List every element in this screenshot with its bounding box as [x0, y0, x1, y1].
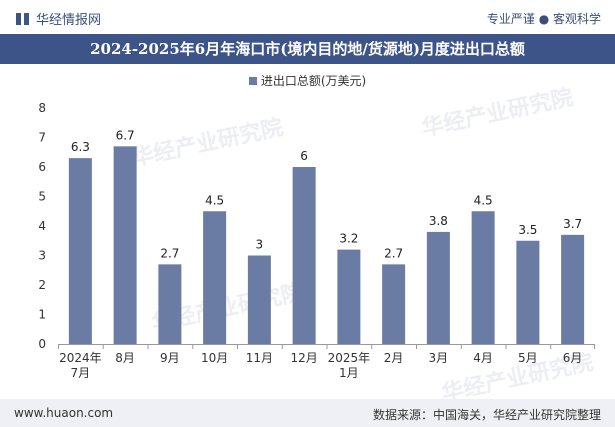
data-label: 4.5: [205, 193, 224, 207]
data-label: 6.7: [116, 128, 135, 142]
y-tick-label: 0: [38, 337, 46, 351]
x-tick-label: 6月: [563, 351, 583, 365]
data-label: 3.2: [339, 232, 358, 246]
top-bar: 华经情报网 专业严谨 ● 客观科学: [0, 0, 615, 34]
legend-label: 进出口总额(万美元): [260, 74, 367, 88]
x-tick-label: 2月: [384, 351, 404, 365]
x-tick-label: 8月: [115, 351, 135, 365]
tagline: 专业严谨 ● 客观科学: [486, 12, 601, 26]
data-label: 6.3: [71, 140, 90, 154]
logo-icon: [16, 12, 29, 25]
bar: [292, 167, 316, 344]
data-label: 6: [300, 149, 308, 163]
title-bar: 2024-2025年6月年海口市(境内目的地/货源地)月度进出口总额: [0, 34, 615, 64]
footer-website[interactable]: www.huaon.com: [14, 406, 114, 420]
data-label: 3.7: [563, 217, 582, 231]
y-tick-label: 8: [38, 101, 46, 115]
brand[interactable]: 华经情报网: [16, 9, 101, 28]
data-label: 4.5: [474, 193, 493, 207]
data-label: 2.7: [384, 246, 403, 260]
x-tick-label: 12月: [290, 351, 317, 365]
data-label: 2.7: [160, 246, 179, 260]
x-tick-label: 2025年 1月: [328, 351, 371, 380]
bar: [382, 264, 406, 344]
bar: [337, 249, 361, 344]
y-tick-label: 5: [38, 190, 46, 204]
bar: [561, 234, 585, 344]
legend-swatch: [248, 77, 257, 85]
data-label: 3: [256, 238, 264, 252]
brand-name: 华经情报网: [36, 13, 102, 28]
footer-source: 数据来源：中国海关，华经产业研究院整理: [372, 408, 601, 422]
y-tick-label: 1: [38, 308, 46, 322]
bar: [68, 158, 92, 344]
chart-title: 2024-2025年6月年海口市(境内目的地/货源地)月度进出口总额: [90, 40, 525, 58]
y-tick-label: 7: [38, 131, 46, 145]
x-tick-label: 3月: [429, 351, 449, 365]
bar: [426, 231, 450, 344]
x-tick-label: 10月: [201, 351, 228, 365]
y-tick-label: 2: [38, 278, 46, 292]
x-tick-label: 2024年 7月: [59, 351, 102, 380]
data-label: 3.8: [429, 214, 448, 228]
x-tick-label: 11月: [246, 351, 273, 365]
bar: [516, 240, 540, 344]
x-tick-label: 4月: [473, 351, 493, 365]
bar: [113, 146, 137, 344]
bar: [203, 211, 227, 344]
y-tick-label: 3: [38, 249, 46, 263]
bar-chart: 0 1 2 3 4 5 6 7 8 6.3 2024年 7月 6.7 8月 2.7 9月 4.5 10月 3 11月 6…: [38, 101, 595, 380]
data-label: 3.5: [518, 223, 537, 237]
x-tick-label: 5月: [518, 351, 538, 365]
y-tick-label: 4: [38, 219, 46, 233]
bar: [158, 264, 182, 344]
bar: [471, 211, 495, 344]
x-tick-label: 9月: [160, 351, 180, 365]
footer: www.huaon.com 数据来源：中国海关，华经产业研究院整理: [0, 399, 615, 427]
legend: 进出口总额(万美元): [0, 72, 615, 89]
bar: [247, 255, 271, 344]
y-tick-label: 6: [38, 160, 46, 174]
